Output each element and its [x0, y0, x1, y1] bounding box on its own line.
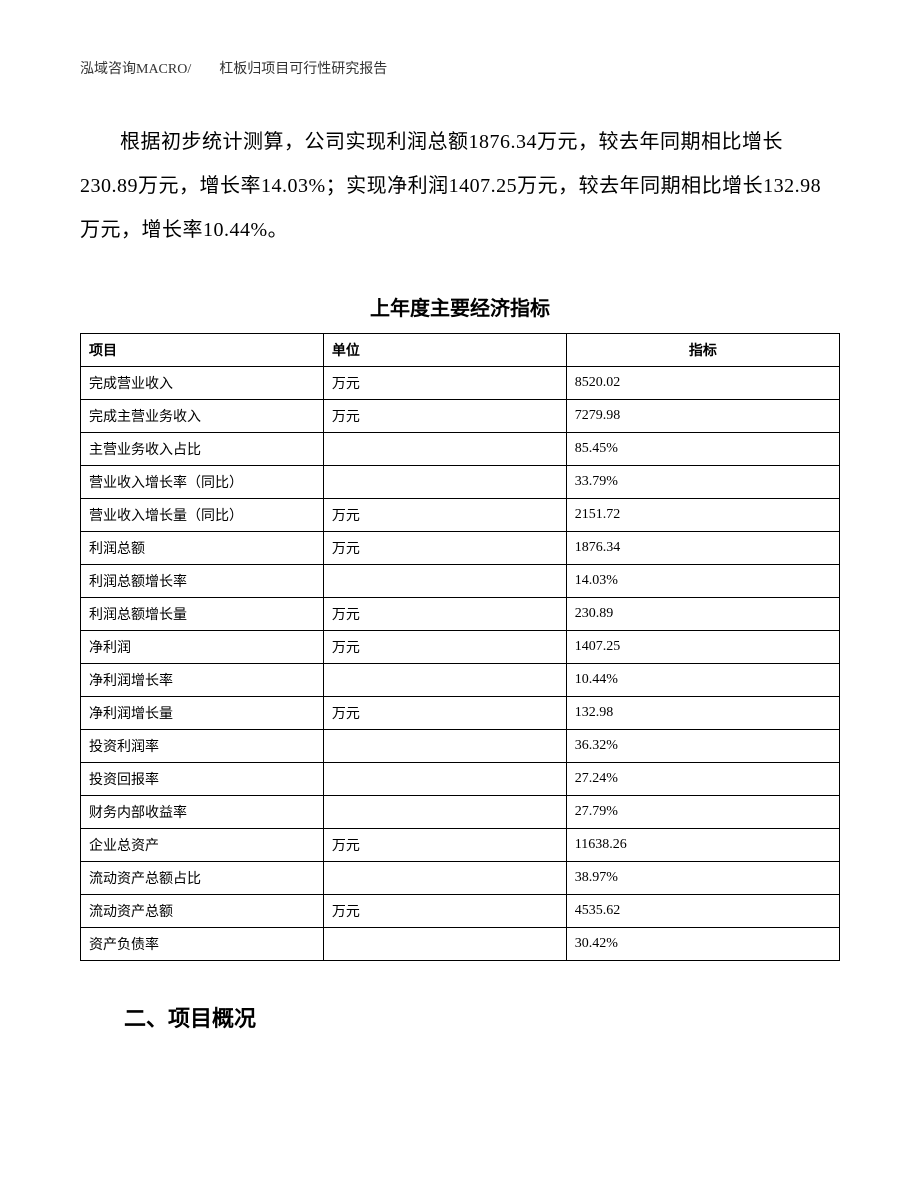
column-header: 单位: [323, 334, 566, 367]
table-cell: 流动资产总额: [81, 895, 324, 928]
table-header-row: 项目 单位 指标: [81, 334, 840, 367]
table-cell: 2151.72: [566, 499, 839, 532]
table-cell: [323, 862, 566, 895]
table-cell: 完成营业收入: [81, 367, 324, 400]
table-row: 资产负债率 30.42%: [81, 928, 840, 961]
table-cell: 营业收入增长率（同比）: [81, 466, 324, 499]
table-cell: 投资利润率: [81, 730, 324, 763]
table-cell: 85.45%: [566, 433, 839, 466]
table-cell: 资产负债率: [81, 928, 324, 961]
table-cell: 万元: [323, 499, 566, 532]
table-cell: 万元: [323, 631, 566, 664]
table-title: 上年度主要经济指标: [80, 292, 840, 321]
table-cell: [323, 433, 566, 466]
table-cell: 完成主营业务收入: [81, 400, 324, 433]
table-cell: 万元: [323, 697, 566, 730]
table-cell: 33.79%: [566, 466, 839, 499]
economic-indicators-table: 项目 单位 指标 完成营业收入万元8520.02完成主营业务收入万元7279.9…: [80, 333, 840, 961]
table-cell: 万元: [323, 367, 566, 400]
table-cell: 30.42%: [566, 928, 839, 961]
table-cell: 企业总资产: [81, 829, 324, 862]
table-row: 流动资产总额占比 38.97%: [81, 862, 840, 895]
table-cell: 营业收入增长量（同比）: [81, 499, 324, 532]
column-header: 指标: [566, 334, 839, 367]
table-cell: 投资回报率: [81, 763, 324, 796]
table-row: 财务内部收益率 27.79%: [81, 796, 840, 829]
table-cell: [323, 928, 566, 961]
table-cell: 1407.25: [566, 631, 839, 664]
table-cell: 132.98: [566, 697, 839, 730]
table-cell: 万元: [323, 400, 566, 433]
table-cell: [323, 730, 566, 763]
page-header: 泓域咨询MACRO/ 杠板归项目可行性研究报告: [80, 58, 387, 78]
table-row: 投资回报率 27.24%: [81, 763, 840, 796]
table-cell: 11638.26: [566, 829, 839, 862]
table-row: 完成营业收入万元8520.02: [81, 367, 840, 400]
table-cell: 万元: [323, 598, 566, 631]
table-cell: 主营业务收入占比: [81, 433, 324, 466]
table-row: 净利润万元1407.25: [81, 631, 840, 664]
table-row: 利润总额增长量万元230.89: [81, 598, 840, 631]
table-cell: 利润总额增长率: [81, 565, 324, 598]
table-cell: [323, 565, 566, 598]
table-cell: 230.89: [566, 598, 839, 631]
table-row: 利润总额万元1876.34: [81, 532, 840, 565]
table-cell: 万元: [323, 532, 566, 565]
column-header: 项目: [81, 334, 324, 367]
table-cell: 净利润增长量: [81, 697, 324, 730]
table-cell: 净利润: [81, 631, 324, 664]
table-row: 营业收入增长量（同比）万元2151.72: [81, 499, 840, 532]
table-row: 营业收入增长率（同比） 33.79%: [81, 466, 840, 499]
section-heading: 二、项目概况: [80, 1001, 840, 1033]
table-cell: 1876.34: [566, 532, 839, 565]
table-cell: [323, 664, 566, 697]
page-content: 根据初步统计测算，公司实现利润总额1876.34万元，较去年同期相比增长230.…: [80, 120, 840, 1033]
table-row: 净利润增长量万元132.98: [81, 697, 840, 730]
table-row: 流动资产总额万元4535.62: [81, 895, 840, 928]
summary-paragraph: 根据初步统计测算，公司实现利润总额1876.34万元，较去年同期相比增长230.…: [80, 120, 840, 252]
table-cell: [323, 763, 566, 796]
table-cell: 利润总额增长量: [81, 598, 324, 631]
table-row: 投资利润率 36.32%: [81, 730, 840, 763]
table-cell: 财务内部收益率: [81, 796, 324, 829]
table-cell: 利润总额: [81, 532, 324, 565]
table-cell: 38.97%: [566, 862, 839, 895]
table-row: 完成主营业务收入万元7279.98: [81, 400, 840, 433]
table-cell: 净利润增长率: [81, 664, 324, 697]
table-cell: 10.44%: [566, 664, 839, 697]
table-row: 主营业务收入占比 85.45%: [81, 433, 840, 466]
table-cell: 万元: [323, 829, 566, 862]
table-cell: 27.24%: [566, 763, 839, 796]
table-cell: 7279.98: [566, 400, 839, 433]
table-cell: 4535.62: [566, 895, 839, 928]
table-cell: 36.32%: [566, 730, 839, 763]
table-row: 企业总资产万元11638.26: [81, 829, 840, 862]
table-cell: 流动资产总额占比: [81, 862, 324, 895]
table-row: 净利润增长率 10.44%: [81, 664, 840, 697]
table-cell: [323, 466, 566, 499]
table-cell: 万元: [323, 895, 566, 928]
table-cell: 8520.02: [566, 367, 839, 400]
table-row: 利润总额增长率 14.03%: [81, 565, 840, 598]
table-cell: 14.03%: [566, 565, 839, 598]
table-cell: [323, 796, 566, 829]
table-cell: 27.79%: [566, 796, 839, 829]
